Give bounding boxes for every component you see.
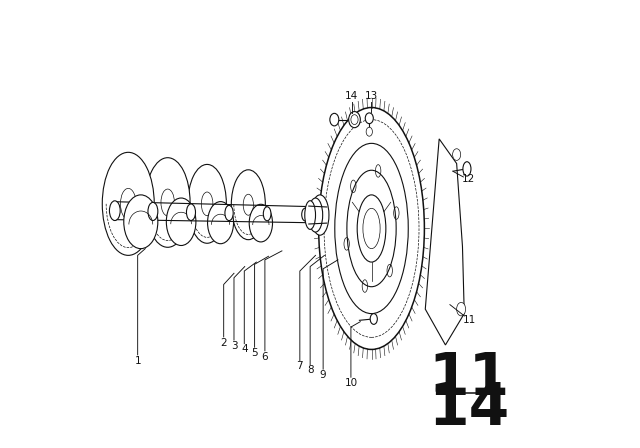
Ellipse shape	[349, 112, 360, 128]
Polygon shape	[425, 139, 464, 345]
Text: 1: 1	[134, 356, 141, 366]
Ellipse shape	[330, 113, 339, 126]
Ellipse shape	[145, 158, 190, 247]
Ellipse shape	[365, 113, 373, 124]
Ellipse shape	[463, 162, 471, 176]
Text: 8: 8	[307, 366, 314, 375]
Text: 5: 5	[252, 348, 258, 358]
Ellipse shape	[188, 164, 227, 243]
Text: 11: 11	[463, 315, 476, 325]
Text: 4: 4	[241, 345, 248, 354]
Text: 13: 13	[364, 91, 378, 101]
Text: 2: 2	[220, 338, 227, 348]
Ellipse shape	[109, 201, 120, 220]
Ellipse shape	[207, 202, 234, 244]
Ellipse shape	[456, 302, 466, 316]
Text: 11: 11	[429, 350, 510, 407]
Text: 7: 7	[296, 362, 303, 371]
Ellipse shape	[311, 195, 329, 235]
Ellipse shape	[225, 206, 233, 220]
Ellipse shape	[366, 127, 372, 136]
Ellipse shape	[202, 192, 213, 215]
Ellipse shape	[148, 202, 158, 220]
Ellipse shape	[308, 198, 323, 232]
Ellipse shape	[319, 108, 424, 349]
Ellipse shape	[305, 201, 316, 229]
Ellipse shape	[243, 194, 253, 215]
Ellipse shape	[231, 170, 266, 240]
Text: 6: 6	[262, 352, 268, 362]
Ellipse shape	[161, 189, 174, 216]
Text: 14: 14	[429, 380, 510, 437]
Text: 12: 12	[462, 174, 476, 184]
Ellipse shape	[357, 195, 386, 262]
Ellipse shape	[102, 152, 154, 255]
Ellipse shape	[370, 314, 378, 324]
Ellipse shape	[263, 207, 271, 221]
Text: 10: 10	[344, 378, 358, 388]
Ellipse shape	[124, 195, 158, 249]
Ellipse shape	[301, 208, 308, 221]
Ellipse shape	[166, 198, 196, 246]
Ellipse shape	[249, 204, 273, 242]
Text: 9: 9	[320, 370, 326, 380]
Text: 3: 3	[230, 341, 237, 351]
Ellipse shape	[186, 204, 195, 220]
Ellipse shape	[120, 188, 136, 219]
Text: 14: 14	[345, 91, 358, 101]
Ellipse shape	[452, 149, 461, 160]
